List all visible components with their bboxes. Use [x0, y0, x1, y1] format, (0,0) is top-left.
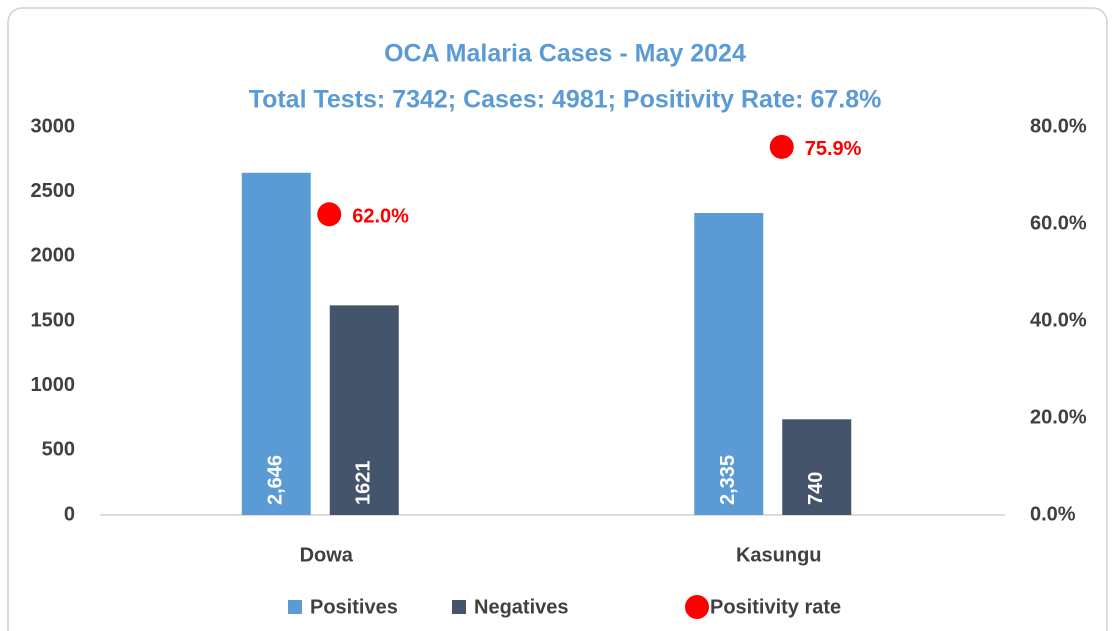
y2-tick-label: 60.0%: [1030, 212, 1087, 234]
x-tick-label: Kasungu: [736, 544, 822, 566]
legend-label: Negatives: [474, 596, 569, 618]
data-label: 75.9%: [805, 138, 862, 160]
y-tick-label: 500: [42, 439, 75, 461]
y2-tick-label: 40.0%: [1030, 309, 1087, 331]
bar: [241, 172, 311, 515]
legend-label: Positivity rate: [710, 596, 841, 618]
data-label: 2,646: [265, 455, 287, 505]
scatter-point: [769, 134, 794, 159]
data-label: 62.0%: [352, 206, 409, 228]
y-tick-label: 1500: [31, 309, 76, 331]
y-tick-label: 2000: [31, 245, 76, 267]
bar: [329, 305, 399, 515]
data-label: 740: [805, 472, 827, 505]
chart-title: OCA Malaria Cases - May 2024: [384, 40, 746, 68]
y-tick-label: 3000: [31, 115, 76, 137]
y-tick-label: 2500: [31, 180, 76, 202]
y-tick-label: 1000: [31, 374, 76, 396]
bar: [782, 419, 852, 515]
legend-marker: [685, 595, 709, 619]
legend-label: Positives: [310, 596, 398, 618]
y2-tick-label: 20.0%: [1030, 406, 1087, 428]
bar: [694, 213, 764, 516]
y2-tick-label: 80.0%: [1030, 115, 1087, 137]
data-label: 2,335: [717, 455, 739, 505]
chart-subtitle: Total Tests: 7342; Cases: 4981; Positivi…: [249, 86, 882, 114]
legend-marker: [288, 600, 302, 614]
y-tick-label: 0: [64, 503, 75, 525]
legend-marker: [452, 600, 466, 614]
y2-tick-label: 0.0%: [1030, 503, 1076, 525]
x-tick-label: Dowa: [300, 544, 354, 566]
data-label: 1621: [353, 461, 375, 506]
scatter-point: [317, 202, 342, 227]
